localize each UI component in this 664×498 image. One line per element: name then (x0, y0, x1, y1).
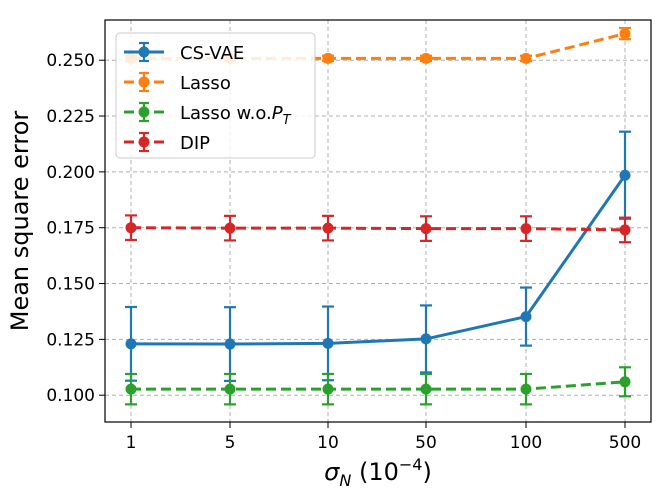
legend-box (115, 32, 316, 159)
legend-marker-lasso (138, 76, 150, 88)
data-point-dip (420, 223, 432, 235)
x-tick-label: 5 (225, 433, 236, 453)
legend-marker-cs-vae (138, 46, 150, 58)
data-point-cs-vae (322, 337, 334, 349)
data-point-lasso-w-o-p-t (125, 383, 137, 395)
x-axis-label-close: ) (422, 458, 431, 486)
legend-label-lasso: Lasso (180, 73, 231, 94)
data-point-lasso (322, 52, 334, 64)
legend-marker-dip (138, 136, 150, 148)
x-axis-label: σN (10−4) (324, 455, 432, 490)
series-layer (125, 26, 631, 406)
legend-label-text: CS-VAE (180, 43, 244, 64)
y-axis: 0.100 0.125 0.150 0.175 0.200 0.225 0.250 (46, 51, 105, 406)
legend-label-text: DIP (180, 133, 210, 154)
legend: CS-VAE Lasso Lasso w.o.PT DIP (115, 32, 316, 159)
legend-item-dip: DIP (124, 131, 210, 154)
y-tick-label: 0.125 (46, 330, 95, 350)
y-tick-label: 0.175 (46, 219, 95, 239)
y-tick-label: 0.100 (46, 386, 95, 406)
series-lasso-w-o-p-t (125, 366, 631, 406)
x-axis: 1 5 10 50 100 500 (126, 422, 641, 453)
data-point-dip (520, 223, 532, 235)
data-point-lasso-w-o-p-t (224, 383, 236, 395)
x-tick-label: 10 (317, 433, 339, 453)
data-point-dip (125, 222, 137, 234)
legend-entries: CS-VAE Lasso Lasso w.o.PT DIP (124, 41, 292, 154)
data-point-dip (619, 224, 631, 236)
legend-label-cs-vae: CS-VAE (180, 43, 244, 64)
legend-item-cs-vae: CS-VAE (124, 41, 244, 64)
series-line-cs-vae (130, 174, 627, 346)
data-point-lasso (420, 52, 432, 64)
x-axis-label-superscript: −4 (399, 455, 423, 474)
x-tick-label: 100 (510, 433, 542, 453)
series-line-lasso-w-o-p-t (131, 380, 626, 391)
y-tick-label: 0.225 (46, 107, 95, 127)
legend-label-text: Lasso (180, 73, 231, 94)
x-tick-label: 500 (609, 433, 641, 453)
legend-label-text: Lasso w.o. (180, 103, 272, 124)
legend-label-math: P (272, 103, 283, 124)
legend-label-dip: DIP (180, 133, 210, 154)
legend-label-subscript: T (283, 113, 292, 128)
legend-item-lasso-w-o-p-t: Lasso w.o.PT (124, 101, 292, 128)
data-point-dip (224, 222, 236, 234)
series-line-dip (130, 226, 626, 232)
data-point-cs-vae (224, 338, 236, 350)
x-tick-label: 50 (415, 433, 437, 453)
plot-frame (104, 19, 652, 423)
legend-item-lasso: Lasso (124, 71, 231, 94)
series-dip (125, 214, 631, 244)
x-axis-label-open: (10 (351, 458, 399, 486)
data-point-cs-vae (520, 311, 532, 323)
x-axis-label-subscript: N (339, 471, 351, 490)
data-point-lasso-w-o-p-t (520, 383, 532, 395)
data-point-lasso-w-o-p-t (322, 383, 334, 395)
y-tick-label: 0.200 (46, 163, 95, 183)
x-tick-label: 1 (126, 433, 137, 453)
legend-label-lasso-w-o-p-t: Lasso w.o.PT (180, 103, 292, 128)
x-axis-label-sigma: σ (324, 458, 340, 486)
data-point-cs-vae (619, 169, 631, 181)
data-point-dip (322, 222, 334, 234)
legend-marker-lasso-w-o-p-t (138, 106, 150, 118)
data-point-lasso-w-o-p-t (420, 383, 432, 395)
data-point-cs-vae (420, 333, 432, 345)
data-point-lasso-w-o-p-t (619, 376, 631, 388)
data-point-lasso (619, 28, 631, 40)
y-tick-label: 0.150 (46, 275, 95, 295)
y-axis-label: Mean square error (6, 111, 34, 332)
data-point-cs-vae (125, 338, 137, 350)
y-tick-label: 0.250 (46, 51, 95, 71)
data-point-lasso (520, 52, 532, 64)
